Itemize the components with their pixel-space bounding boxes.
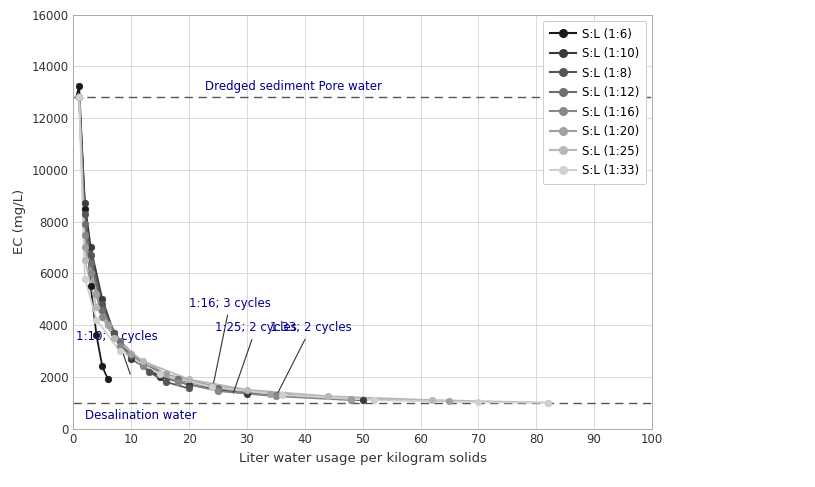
Point (73, 94, 86, 101)
Point (84, 269, 97, 277)
Point (90, 316, 103, 324)
Point (78, 200, 91, 207)
Point (275, 391, 289, 399)
Point (78, 275, 91, 282)
Point (240, 390, 253, 397)
Point (205, 382, 218, 390)
Point (153, 370, 166, 378)
Text: Desalination water: Desalination water (85, 409, 196, 422)
Point (73, 94, 86, 101)
Point (73, 82, 86, 90)
Point (78, 210, 91, 218)
Point (73, 94, 86, 101)
Legend: S:L (1:6), S:L (1:10), S:L (1:8), S:L (1:12), S:L (1:16), S:L (1:20), S:L (1:25): S:L (1:6), S:L (1:10), S:L (1:8), S:L (1… (543, 20, 646, 184)
Point (541, 399, 554, 407)
Point (96, 300, 109, 308)
Point (136, 357, 149, 365)
Point (183, 375, 196, 383)
Point (472, 398, 485, 406)
Point (90, 332, 103, 339)
Point (73, 94, 86, 101)
Point (78, 205, 91, 212)
Point (183, 385, 196, 393)
Point (96, 314, 109, 321)
Point (102, 321, 115, 329)
Point (78, 257, 91, 264)
Point (108, 329, 121, 337)
Point (356, 396, 369, 404)
Point (171, 378, 184, 386)
Text: 1:16; 3 cycles: 1:16; 3 cycles (189, 297, 271, 387)
Point (541, 399, 554, 407)
Point (84, 259, 97, 267)
Point (113, 337, 126, 344)
Point (102, 375, 115, 383)
Point (345, 396, 358, 404)
Point (113, 347, 126, 355)
Point (269, 393, 283, 400)
Point (153, 373, 166, 381)
Point (84, 244, 97, 251)
Point (443, 397, 456, 405)
Point (263, 390, 276, 397)
Text: 1:25; 2 cycles: 1:25; 2 cycles (215, 321, 297, 393)
Point (205, 383, 218, 391)
Point (136, 360, 149, 368)
Point (90, 303, 103, 311)
Point (96, 362, 109, 370)
Point (212, 387, 225, 395)
Point (84, 251, 97, 259)
Point (136, 362, 149, 370)
Point (78, 220, 91, 228)
Point (183, 381, 196, 389)
Point (269, 391, 283, 399)
Point (160, 378, 173, 386)
Point (212, 386, 225, 393)
Point (345, 395, 358, 403)
Point (171, 375, 184, 383)
Point (212, 385, 225, 393)
Point (160, 370, 173, 378)
Point (240, 386, 253, 393)
Point (321, 393, 334, 400)
Point (125, 350, 138, 357)
Point (113, 342, 126, 350)
Point (78, 244, 91, 251)
Point (73, 94, 86, 101)
Text: Dredged sediment Pore water: Dredged sediment Pore water (205, 80, 381, 93)
Point (78, 231, 91, 239)
Point (125, 352, 138, 360)
Point (73, 94, 86, 101)
Point (142, 368, 155, 375)
Point (96, 306, 109, 314)
Point (368, 396, 381, 404)
Point (84, 282, 97, 290)
Point (125, 355, 138, 363)
X-axis label: Liter water usage per kilogram solids: Liter water usage per kilogram solids (239, 452, 487, 465)
Point (96, 295, 109, 303)
Point (73, 94, 86, 101)
Text: 1:10; 5 cycles: 1:10; 5 cycles (77, 330, 158, 374)
Point (425, 396, 438, 404)
Y-axis label: EC (mg/L): EC (mg/L) (13, 189, 26, 254)
Text: 1:33; 2 cycles: 1:33; 2 cycles (270, 321, 352, 394)
Point (108, 329, 121, 337)
Point (90, 290, 103, 298)
Point (108, 334, 121, 342)
